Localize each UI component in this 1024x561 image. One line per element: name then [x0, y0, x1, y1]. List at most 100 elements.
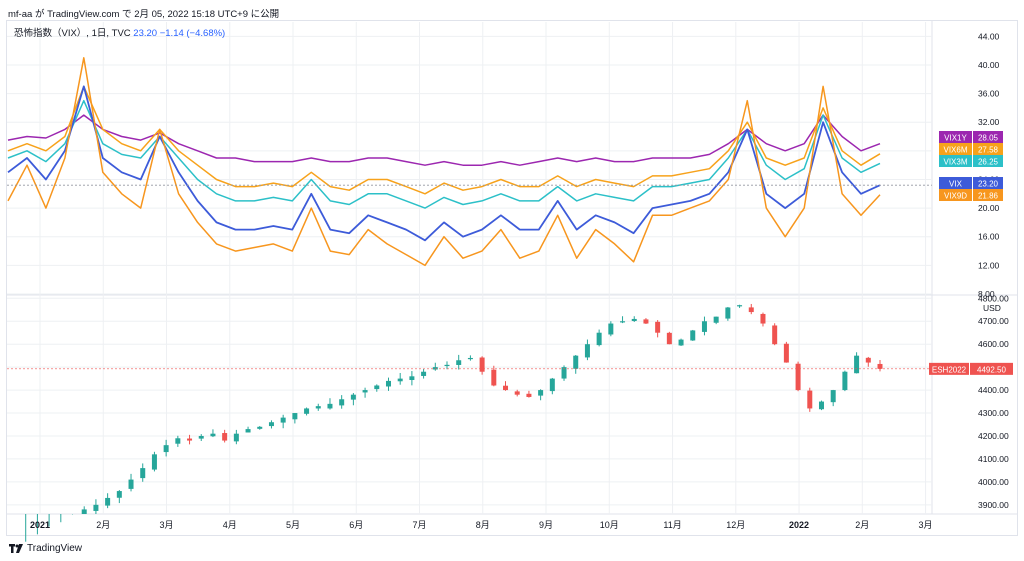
series-line-vix6m [7, 85, 881, 195]
candle-body [409, 376, 415, 380]
series-tag-value: 23.20 [978, 180, 999, 189]
price-tick-label: 36.00 [978, 89, 1000, 99]
candle-body [526, 393, 532, 397]
time-label: 9月 [539, 520, 553, 530]
series-tag-name-bg [939, 143, 972, 155]
candle-body [268, 422, 274, 427]
series-tag-name: VIX1Y [944, 134, 967, 143]
candle-body [116, 491, 122, 498]
candle-body [491, 369, 497, 386]
candle-body [479, 357, 485, 372]
candle-body [561, 367, 567, 379]
series-line-vix9d [7, 57, 881, 267]
chart-frame [6, 20, 1018, 536]
candle-body [245, 429, 251, 433]
price-tick-label: 4400.00 [978, 385, 1009, 395]
candle-body [432, 367, 438, 370]
candle-body [842, 371, 848, 391]
candle-body [374, 385, 380, 390]
candle-body [807, 390, 813, 409]
candle-body [877, 363, 883, 369]
series-tag-name-bg [939, 177, 972, 189]
time-label: 8月 [476, 520, 490, 530]
futures-tag-name: ESH2022 [932, 365, 967, 374]
time-label: 10月 [600, 520, 619, 530]
candle-body [760, 313, 766, 324]
series-line-vix [7, 85, 881, 242]
price-tick-label: 40.00 [978, 60, 1000, 70]
candle-body [421, 371, 427, 376]
price-tick-label: 12.00 [978, 260, 1000, 270]
candle-body [175, 438, 181, 444]
time-label: 2021 [30, 520, 50, 530]
price-tick-label: 44.00 [978, 31, 1000, 41]
price-tick-label: 4100.00 [978, 454, 1009, 464]
candle-body [362, 390, 368, 393]
candle-body [456, 360, 462, 365]
brand-logo[interactable]: TradingView [9, 543, 82, 554]
price-tick-label: 20.00 [978, 203, 1000, 213]
legend-value: 23.20 [133, 28, 158, 39]
candle-body [233, 433, 239, 442]
price-tick-label: 4700.00 [978, 316, 1009, 326]
candle-body [538, 390, 544, 396]
series-tag-name-bg [939, 131, 972, 143]
price-tick-label: 8.00 [978, 289, 995, 299]
candle-body [222, 433, 228, 441]
candle-body [620, 321, 626, 323]
series-tag-name-bg [939, 189, 972, 201]
price-tick-label: 4300.00 [978, 408, 1009, 418]
series-line-vix3m [7, 99, 881, 209]
series-tag-name: VIX6M [943, 146, 967, 155]
candle-body [198, 435, 204, 439]
candle-body [514, 391, 520, 395]
candle-body [327, 403, 333, 409]
candle-body [818, 401, 824, 410]
candle-body [93, 504, 99, 511]
series-tag-value: 21.86 [978, 192, 999, 201]
time-label: 3月 [159, 520, 173, 530]
time-label: 3月 [919, 520, 933, 530]
publish-header: mf-aa が TradingView.com で 2月 05, 2022 15… [8, 6, 279, 20]
candle-body [772, 325, 778, 345]
series-tag-value-bg [973, 143, 1003, 155]
price-tick-label: 3900.00 [978, 500, 1009, 510]
candle-body [105, 497, 111, 506]
price-tick-label: 4000.00 [978, 477, 1009, 487]
candle-body [81, 509, 87, 514]
time-label: 7月 [413, 520, 427, 530]
candle-body [854, 355, 860, 374]
candle-body [596, 332, 602, 346]
series-tag-value: 26.25 [978, 158, 999, 167]
time-label: 2月 [96, 520, 110, 530]
brand-name: TradingView [27, 543, 83, 554]
tradingview-logo-icon [9, 544, 23, 553]
candle-body [631, 318, 637, 321]
candle-body [549, 378, 555, 392]
candle-body [467, 357, 473, 360]
time-label: 4月 [223, 520, 237, 530]
price-tick-label: 4200.00 [978, 431, 1009, 441]
series-tag-value-bg [973, 189, 1003, 201]
series-tag-value-bg [973, 155, 1003, 167]
legend-title: 恐怖指数（VIX）, 1日, TVC [14, 28, 131, 39]
price-tick-label: 4600.00 [978, 339, 1009, 349]
time-label: 11月 [663, 520, 681, 530]
series-tag-name: VIX9D [944, 192, 967, 201]
candle-body [608, 323, 614, 335]
series-tag-value: 28.05 [978, 134, 999, 143]
futures-tag-value: 4492.50 [977, 365, 1006, 374]
candle-body [725, 307, 731, 319]
candle-body [397, 378, 403, 382]
chart-legend: 恐怖指数（VIX）, 1日, TVC 23.20 −1.14 (−4.68%) [14, 25, 225, 39]
candle-body [444, 364, 450, 367]
price-tick-label: 16.00 [978, 232, 1000, 242]
candle-body [315, 406, 321, 409]
candle-body [737, 305, 743, 307]
time-label: 2月 [855, 520, 869, 530]
time-label: 12月 [726, 520, 745, 530]
author-name[interactable]: mf-aa [8, 9, 33, 20]
series-tag-value-bg [973, 131, 1003, 143]
candle-body [666, 332, 672, 345]
